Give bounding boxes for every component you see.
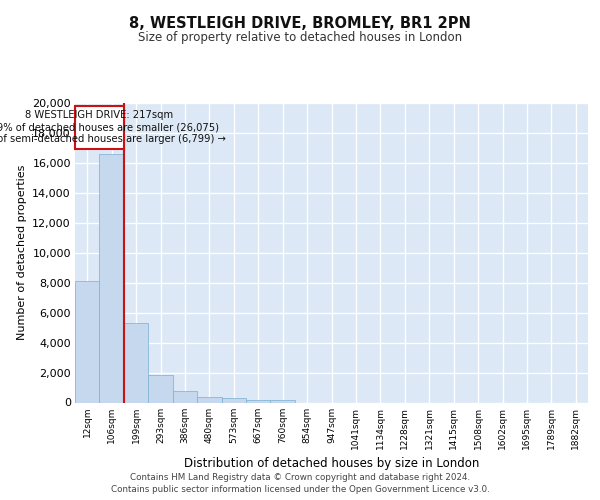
Text: ← 79% of detached houses are smaller (26,075): ← 79% of detached houses are smaller (26… xyxy=(0,122,220,132)
Text: Size of property relative to detached houses in London: Size of property relative to detached ho… xyxy=(138,32,462,44)
Bar xyxy=(221,398,246,402)
Bar xyxy=(124,323,148,402)
Bar xyxy=(75,281,100,402)
X-axis label: Distribution of detached houses by size in London: Distribution of detached houses by size … xyxy=(184,457,479,470)
Text: 21% of semi-detached houses are larger (6,799) →: 21% of semi-detached houses are larger (… xyxy=(0,134,226,144)
Text: 8, WESTLEIGH DRIVE, BROMLEY, BR1 2PN: 8, WESTLEIGH DRIVE, BROMLEY, BR1 2PN xyxy=(129,16,471,31)
Bar xyxy=(148,375,173,402)
Bar xyxy=(197,397,221,402)
Bar xyxy=(75,106,124,149)
Bar xyxy=(271,400,295,402)
Y-axis label: Number of detached properties: Number of detached properties xyxy=(17,165,26,340)
Bar xyxy=(173,390,197,402)
Bar xyxy=(246,400,271,402)
Text: 8 WESTLEIGH DRIVE: 217sqm: 8 WESTLEIGH DRIVE: 217sqm xyxy=(25,110,173,120)
Bar xyxy=(100,154,124,402)
Text: Contains HM Land Registry data © Crown copyright and database right 2024.
Contai: Contains HM Land Registry data © Crown c… xyxy=(110,472,490,494)
